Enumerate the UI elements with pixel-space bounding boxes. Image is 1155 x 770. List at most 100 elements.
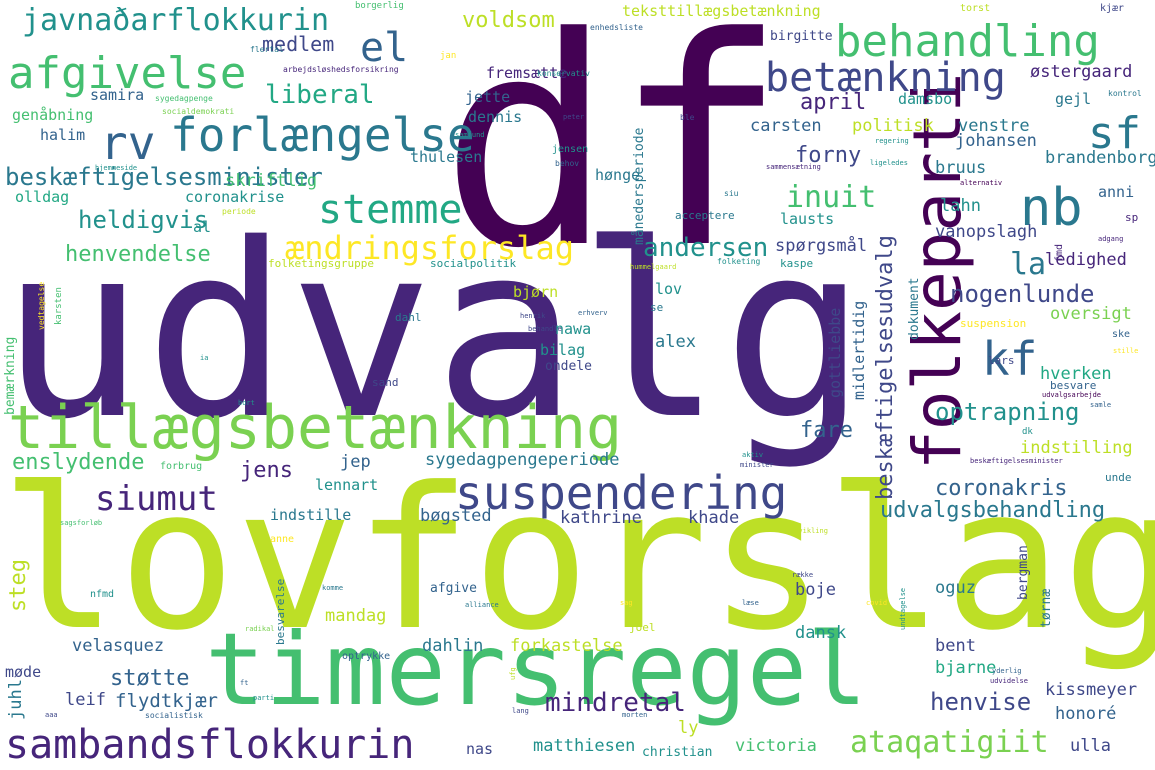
word-behov: behov bbox=[555, 159, 580, 168]
word-beskaeftigelsesminister: beskæftigelsesminister bbox=[5, 163, 323, 191]
word-kathrine: kathrine bbox=[560, 508, 642, 528]
word-bilag: bilag bbox=[540, 341, 586, 359]
word-sp: sp bbox=[1125, 211, 1139, 224]
word-bjarne: bjarne bbox=[935, 658, 997, 678]
word-bjorn: bjørn bbox=[513, 283, 559, 301]
word-behandle: behandle bbox=[528, 325, 562, 333]
word-sf: sf bbox=[1088, 108, 1141, 159]
word-lovforslag: lovforslag bbox=[0, 446, 1155, 674]
word-siumut: siumut bbox=[95, 479, 218, 519]
word-alternativ: alternativ bbox=[960, 179, 1003, 187]
word-kf: kf bbox=[982, 332, 1038, 386]
word-indstilling: indstilling bbox=[1020, 438, 1133, 458]
word-peter: peter bbox=[563, 113, 585, 121]
word-maanedersperiode: månedersperiode bbox=[632, 127, 647, 245]
word-honore: honoré bbox=[1055, 704, 1117, 724]
word-betaenkning: betænkning bbox=[765, 55, 1006, 101]
word-aaa: aaa bbox=[45, 711, 58, 719]
word-sag: sag bbox=[620, 599, 633, 607]
word-unde: unde bbox=[1105, 471, 1132, 484]
word-dennis: dennis bbox=[468, 108, 523, 126]
word-stille: stille bbox=[1113, 347, 1139, 355]
word-sygedagpengeperiode: sygedagpengeperiode bbox=[425, 450, 620, 470]
word-undtagelse: undtagelse bbox=[899, 587, 907, 630]
word-lang: lang bbox=[512, 707, 529, 715]
word-gottliebbe: gottliebbe bbox=[826, 307, 844, 398]
word-fremsaette: fremsætte bbox=[486, 64, 568, 82]
word-sagsforloeb: sagsforløb bbox=[60, 519, 103, 527]
word-flertal: flertal bbox=[250, 45, 284, 54]
word-christian: christian bbox=[642, 745, 713, 760]
word-radikal: radikal bbox=[245, 625, 275, 633]
word-nogenlunde: nogenlunde bbox=[950, 280, 1095, 308]
word-dansk: dansk bbox=[795, 623, 847, 643]
word-velasquez: velasquez bbox=[72, 636, 165, 656]
word-gejl: gejl bbox=[1055, 90, 1092, 108]
word-jan: jan bbox=[440, 51, 457, 61]
word-heldigvis: heldigvis bbox=[78, 206, 209, 234]
word-socialistisk: socialistisk bbox=[145, 711, 203, 720]
word-mindretal: mindretal bbox=[545, 688, 686, 718]
word-sygedagpenge: sygedagpenge bbox=[155, 94, 213, 103]
word-johansen: johansen bbox=[955, 131, 1037, 151]
word-anne: anne bbox=[270, 534, 295, 545]
word-lov: lov bbox=[655, 280, 683, 298]
word-nawa: nawa bbox=[555, 320, 592, 338]
word-hoenge: hønge bbox=[595, 166, 641, 184]
word-periode: periode bbox=[222, 207, 256, 216]
word-fmd: fmd bbox=[1054, 243, 1065, 262]
word-ataqatigiit: ataqatigiit bbox=[850, 725, 1049, 760]
word-jensen: jensen bbox=[552, 144, 589, 155]
word-optrapning: optrapning bbox=[935, 398, 1080, 426]
word-bergman: bergman bbox=[1016, 545, 1031, 600]
word-forbrug: forbrug bbox=[160, 461, 203, 472]
word-siu: siu bbox=[724, 189, 739, 198]
word-aendringsforslag: ændringsforslag bbox=[285, 229, 574, 267]
word-bent: bent bbox=[935, 636, 976, 656]
word-victoria: victoria bbox=[735, 736, 817, 756]
word-khade: khade bbox=[688, 508, 740, 528]
word-kissmeyer: kissmeyer bbox=[1045, 680, 1138, 700]
word-morten: morten bbox=[622, 711, 648, 719]
word-adgang: adgang bbox=[1098, 235, 1124, 243]
word-leif: leif bbox=[65, 690, 106, 710]
word-dokument: dokument bbox=[907, 277, 922, 340]
word-tornae: tørnæ bbox=[1039, 588, 1054, 628]
word-hjemmeside: hjemmeside bbox=[95, 164, 138, 172]
word-kaspe: kaspe bbox=[780, 257, 814, 270]
word-oversigt: oversigt bbox=[1050, 304, 1132, 324]
word-alliance: alliance bbox=[465, 601, 499, 609]
word-udvalgsbehandling: udvalgsbehandling bbox=[880, 498, 1106, 523]
word-hverken: hverken bbox=[1040, 364, 1112, 384]
word-ufg: ufg bbox=[509, 667, 517, 680]
word-parti: parti bbox=[253, 694, 275, 702]
word-dahlin: dahlin bbox=[422, 636, 484, 656]
word-vanopslagh: vanopslagh bbox=[935, 222, 1038, 242]
word-afgivelse: afgivelse bbox=[8, 48, 247, 99]
word-ulla: ulla bbox=[1070, 736, 1111, 756]
word-teksttillaegsbetaenkning: teksttillægsbetænkning bbox=[622, 2, 821, 20]
word-kontrol: kontrol bbox=[1108, 89, 1142, 98]
word-matthiesen: matthiesen bbox=[533, 736, 636, 756]
word-acceptere: acceptere bbox=[675, 209, 735, 222]
word-lausts: lausts bbox=[780, 210, 835, 228]
word-henrik: henrik bbox=[520, 312, 546, 320]
word-forkastelse: forkastelse bbox=[510, 636, 623, 656]
word-besvarelse: besvarelse bbox=[274, 578, 287, 645]
word-el: el bbox=[360, 25, 409, 71]
word-stotte: støtte bbox=[110, 666, 190, 691]
word-joel: joel bbox=[629, 621, 656, 634]
word-coronakris: coronakris bbox=[935, 476, 1068, 501]
word-nb: nb bbox=[1020, 178, 1083, 238]
word-nas: nas bbox=[466, 740, 494, 758]
word-erhverv: erhverv bbox=[578, 309, 608, 317]
word-ondele: ondele bbox=[545, 359, 592, 374]
word-konservativ: konservativ bbox=[537, 69, 590, 78]
word-damsbo: damsbo bbox=[898, 90, 953, 108]
word-komme: komme bbox=[322, 584, 344, 592]
word-lahn: lahn bbox=[940, 196, 981, 216]
word-rv: rv bbox=[100, 116, 156, 170]
word-besvare: besvare bbox=[1050, 379, 1097, 392]
word-beskaeftigelsesudvalg: beskæftigelsesudvalg bbox=[873, 235, 898, 500]
